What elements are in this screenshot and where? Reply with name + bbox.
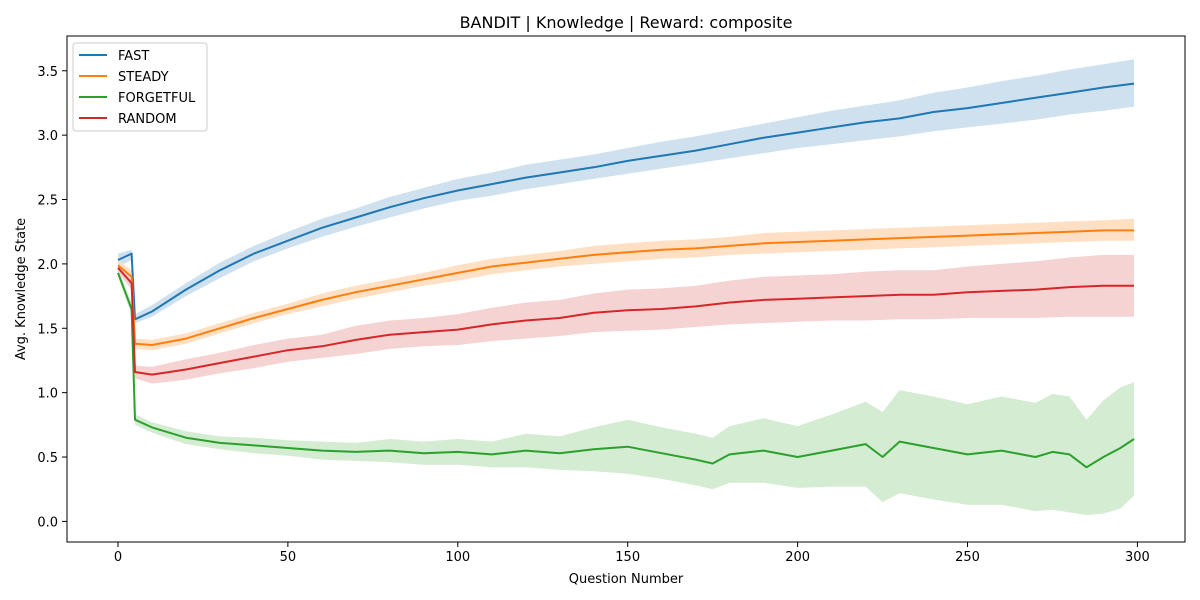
y-tick-label: 2.0 [37, 258, 58, 273]
x-axis-ticks: 0 50 100 150 200 250 300 [114, 542, 1150, 565]
y-axis-label: Avg. Knowledge State [14, 218, 29, 360]
x-tick-label: 200 [785, 550, 810, 565]
x-tick-label: 0 [114, 550, 122, 565]
confidence-band-steady [118, 218, 1134, 351]
legend: FAST STEADY FORGETFUL RANDOM [72, 42, 208, 132]
legend-label-random: RANDOM [118, 112, 177, 127]
x-tick-label: 150 [615, 550, 640, 565]
y-tick-label: 0.5 [37, 451, 58, 466]
y-tick-label: 3.5 [37, 65, 58, 80]
chart-title: BANDIT | Knowledge | Reward: composite [460, 13, 793, 32]
x-axis-label: Question Number [569, 572, 684, 587]
series-line-fast [117, 82, 1135, 321]
legend-label-fast: FAST [118, 49, 149, 64]
confidence-bands [118, 59, 1134, 515]
y-tick-label: 1.5 [37, 322, 58, 337]
y-tick-label: 0.0 [37, 515, 58, 530]
x-tick-label: 300 [1125, 550, 1150, 565]
series-line-random [117, 267, 1134, 376]
confidence-band-forgetful [118, 269, 1134, 515]
legend-label-steady: STEADY [118, 70, 169, 85]
y-tick-label: 1.0 [37, 387, 58, 402]
series-line-forgetful [117, 272, 1135, 469]
legend-box [72, 42, 208, 132]
x-tick-label: 250 [955, 550, 980, 565]
y-tick-label: 2.5 [37, 194, 58, 209]
y-axis-ticks: 0.0 0.5 1.0 1.5 2.0 2.5 3.0 3.5 [37, 65, 67, 530]
plot-area-frame [66, 35, 1186, 543]
series-lines [117, 82, 1135, 469]
x-tick-label: 50 [280, 550, 297, 565]
legend-label-forgetful: FORGETFUL [118, 91, 196, 106]
x-tick-label: 100 [445, 550, 470, 565]
confidence-band-random [118, 254, 1134, 384]
series-line-steady [117, 229, 1134, 346]
y-tick-label: 3.0 [37, 129, 58, 144]
confidence-band-fast [118, 59, 1134, 324]
